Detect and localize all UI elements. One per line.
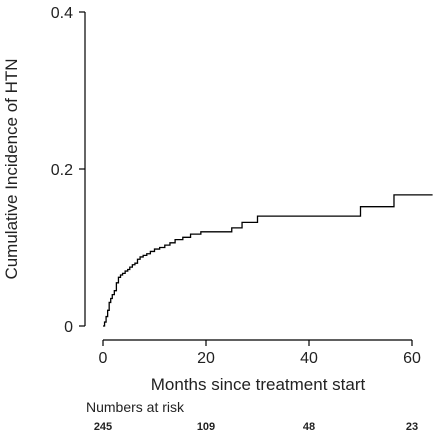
- y-axis-title: Cumulative Incidence of HTN: [2, 58, 21, 279]
- x-tick-label: 0: [99, 350, 108, 367]
- x-tick-label: 40: [300, 350, 318, 367]
- x-axis-title: Months since treatment start: [151, 375, 366, 394]
- risk-table-title: Numbers at risk: [86, 399, 185, 415]
- y-tick-label: 0.4: [51, 5, 73, 22]
- axes: [84, 12, 412, 341]
- y-tick-label: 0: [64, 319, 73, 336]
- risk-count: 23: [406, 421, 418, 433]
- x-tick-label: 60: [403, 350, 421, 367]
- risk-table-values: 245 109 48 23: [94, 421, 418, 433]
- x-tick-label: 20: [197, 350, 215, 367]
- risk-count: 245: [94, 421, 112, 433]
- y-tick-label: 0.2: [51, 162, 73, 179]
- cumulative-incidence-line: [103, 194, 433, 327]
- risk-count: 48: [303, 421, 315, 433]
- ticks: 0 0.2 0.4 0 20 40 60: [51, 5, 421, 367]
- risk-count: 109: [197, 421, 215, 433]
